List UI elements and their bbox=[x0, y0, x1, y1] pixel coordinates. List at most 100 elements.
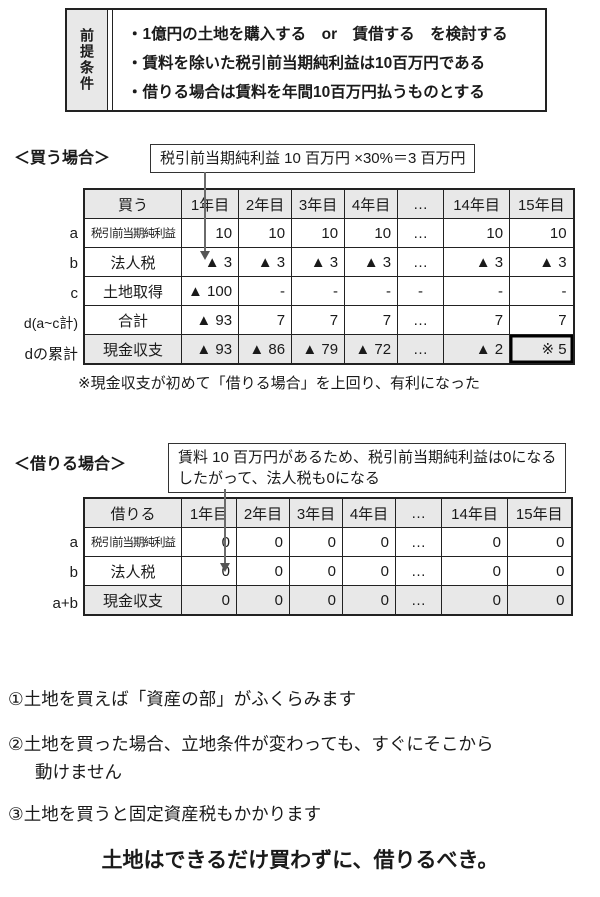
buy-cell: 7 bbox=[344, 305, 399, 335]
buy-cell: ▲ 3 bbox=[291, 247, 346, 277]
buy-header-cell: 2年目 bbox=[238, 188, 293, 219]
buy-table-header-row: 買う 1年目 2年目 3年目 4年目 … 14年目 15年目 bbox=[83, 188, 575, 219]
buy-cell: - bbox=[291, 276, 346, 306]
rent-header-cell: 2年目 bbox=[236, 497, 290, 528]
rent-header-cell: 3年目 bbox=[289, 497, 343, 528]
buy-cell-highlighted: ※ 5 bbox=[509, 334, 575, 365]
buy-cell: 10 bbox=[180, 218, 240, 248]
rent-row-letter: b bbox=[69, 564, 78, 581]
buy-cell: … bbox=[397, 247, 445, 277]
buy-row-letter: dの累計 bbox=[24, 345, 78, 363]
buy-cell: ▲ 100 bbox=[180, 276, 240, 306]
rent-cell: 0 bbox=[342, 527, 396, 557]
rent-cell: 0 bbox=[342, 585, 396, 616]
rent-cell: 0 bbox=[342, 556, 396, 586]
buy-note: ※現金収支が初めて「借りる場合」を上回り、有利になった bbox=[78, 375, 480, 392]
buy-header-cell: 4年目 bbox=[344, 188, 399, 219]
rent-cell: 0 bbox=[289, 556, 343, 586]
buy-table-row: 法人税 ▲ 3 ▲ 3 ▲ 3 ▲ 3 … ▲ 3 ▲ 3 bbox=[83, 247, 575, 277]
precondition-item: ・借りる場合は賃料を年間10百万円払うものとする bbox=[127, 84, 485, 101]
buy-row-label: 土地取得 bbox=[83, 276, 182, 306]
buy-table: 買う 1年目 2年目 3年目 4年目 … 14年目 15年目 税引前当期純利益 … bbox=[83, 188, 575, 365]
buy-row-letter: c bbox=[70, 284, 79, 302]
buy-cell: ▲ 93 bbox=[180, 334, 240, 365]
preconditions-box: 前提条件 ・1億円の土地を購入する or 賃借する を検討する ・賃料を除いた税… bbox=[65, 8, 547, 112]
rent-callout-arrow-icon bbox=[220, 563, 230, 572]
rent-row-letter: a+b bbox=[52, 595, 78, 612]
rent-cell: 0 bbox=[236, 585, 290, 616]
buy-cell: ▲ 3 bbox=[180, 247, 240, 277]
buy-cell: 7 bbox=[291, 305, 346, 335]
buy-cell: ▲ 3 bbox=[443, 247, 511, 277]
buy-cell: ▲ 3 bbox=[509, 247, 575, 277]
buy-cell: 7 bbox=[443, 305, 511, 335]
buy-cell: 10 bbox=[238, 218, 293, 248]
preconditions-body: ・1億円の土地を購入する or 賃借する を検討する ・賃料を除いた税引前当期純… bbox=[112, 10, 545, 110]
buy-table-row-cumulative: 現金収支 ▲ 93 ▲ 86 ▲ 79 ▲ 72 … ▲ 2 ※ 5 bbox=[83, 334, 575, 365]
buy-cell: 7 bbox=[509, 305, 575, 335]
rent-cell: … bbox=[395, 585, 442, 616]
buy-cell: 7 bbox=[238, 305, 293, 335]
rent-cell: 0 bbox=[507, 585, 572, 616]
rent-header-cell: 15年目 bbox=[507, 497, 572, 528]
buy-callout-arrow-icon bbox=[200, 251, 210, 260]
buy-cell: 10 bbox=[509, 218, 575, 248]
rent-cell: 0 bbox=[289, 527, 343, 557]
rent-cell: … bbox=[395, 556, 442, 586]
buy-cell: - bbox=[397, 276, 445, 306]
point-item-1: ①土地を買えば「資産の部」がふくらみます bbox=[8, 689, 357, 709]
buy-row-letter: a bbox=[69, 224, 78, 242]
buy-header-cell: 1年目 bbox=[180, 188, 240, 219]
buy-cell: ▲ 2 bbox=[443, 334, 511, 365]
precondition-item: ・賃料を除いた税引前当期純利益は10百万円である bbox=[127, 55, 486, 72]
buy-row-label: 現金収支 bbox=[83, 334, 182, 365]
conclusion-text: 土地はできるだけ買わずに、借りるべき。 bbox=[101, 849, 499, 872]
rent-table-header-row: 借りる 1年目 2年目 3年目 4年目 … 14年目 15年目 bbox=[83, 497, 572, 528]
rent-cell: … bbox=[395, 527, 442, 557]
buy-table-row: 税引前当期純利益 10 10 10 10 … 10 10 bbox=[83, 218, 575, 248]
rent-cell: 0 bbox=[507, 556, 572, 586]
rent-cell: 0 bbox=[289, 585, 343, 616]
buy-header-cell: 買う bbox=[83, 188, 182, 219]
rent-cell: 0 bbox=[441, 527, 508, 557]
buy-row-label: 合計 bbox=[83, 305, 182, 335]
buy-callout: 税引前当期純利益 10 百万円 ×30%＝3 百万円 bbox=[150, 144, 476, 173]
rent-table-row: 税引前当期純利益 0 0 0 0 … 0 0 bbox=[83, 527, 572, 557]
rent-cell: 0 bbox=[236, 556, 290, 586]
precondition-item: ・1億円の土地を購入する or 賃借する を検討する bbox=[127, 26, 508, 43]
rent-row-label: 現金収支 bbox=[83, 585, 182, 616]
buy-cell: - bbox=[344, 276, 399, 306]
buy-header-cell: 3年目 bbox=[291, 188, 346, 219]
buy-header-cell: … bbox=[397, 188, 445, 219]
rent-table: 借りる 1年目 2年目 3年目 4年目 … 14年目 15年目 税引前当期純利益… bbox=[83, 497, 573, 616]
buy-cell: … bbox=[397, 305, 445, 335]
buy-section-title: ＜買う場合＞ bbox=[14, 150, 111, 167]
buy-cell: 10 bbox=[443, 218, 511, 248]
buy-cell: ▲ 86 bbox=[238, 334, 293, 365]
buy-row-label: 法人税 bbox=[83, 247, 182, 277]
rent-cell: 0 bbox=[441, 585, 508, 616]
buy-table-row: 合計 ▲ 93 7 7 7 … 7 7 bbox=[83, 305, 575, 335]
rent-row-letter: a bbox=[69, 533, 78, 551]
buy-cell: 10 bbox=[291, 218, 346, 248]
buy-cell: ▲ 93 bbox=[180, 305, 240, 335]
rent-table-row-total: 現金収支 0 0 0 0 … 0 0 bbox=[83, 585, 572, 616]
rent-section-title: ＜借りる場合＞ bbox=[14, 456, 127, 473]
buy-cell: … bbox=[397, 218, 445, 248]
rent-cell: 0 bbox=[507, 527, 572, 557]
point-item-2: ②土地を買った場合、立地条件が変わっても、すぐにそこから 動けません bbox=[8, 734, 494, 782]
rent-cell: 0 bbox=[181, 527, 237, 557]
buy-cell: 10 bbox=[344, 218, 399, 248]
buy-cell: ▲ 3 bbox=[238, 247, 293, 277]
buy-cell: ▲ 3 bbox=[344, 247, 399, 277]
buy-cell: ▲ 79 bbox=[291, 334, 346, 365]
buy-row-letter: b bbox=[69, 254, 78, 272]
rent-table-row: 法人税 0 0 0 0 … 0 0 bbox=[83, 556, 572, 586]
rent-callout-arrow-line bbox=[224, 489, 226, 563]
rent-cell: 0 bbox=[441, 556, 508, 586]
buy-header-cell: 14年目 bbox=[443, 188, 511, 219]
buy-cell: … bbox=[397, 334, 445, 365]
preconditions-label: 前提条件 bbox=[67, 10, 108, 110]
buy-row-label: 税引前当期純利益 bbox=[83, 218, 182, 248]
